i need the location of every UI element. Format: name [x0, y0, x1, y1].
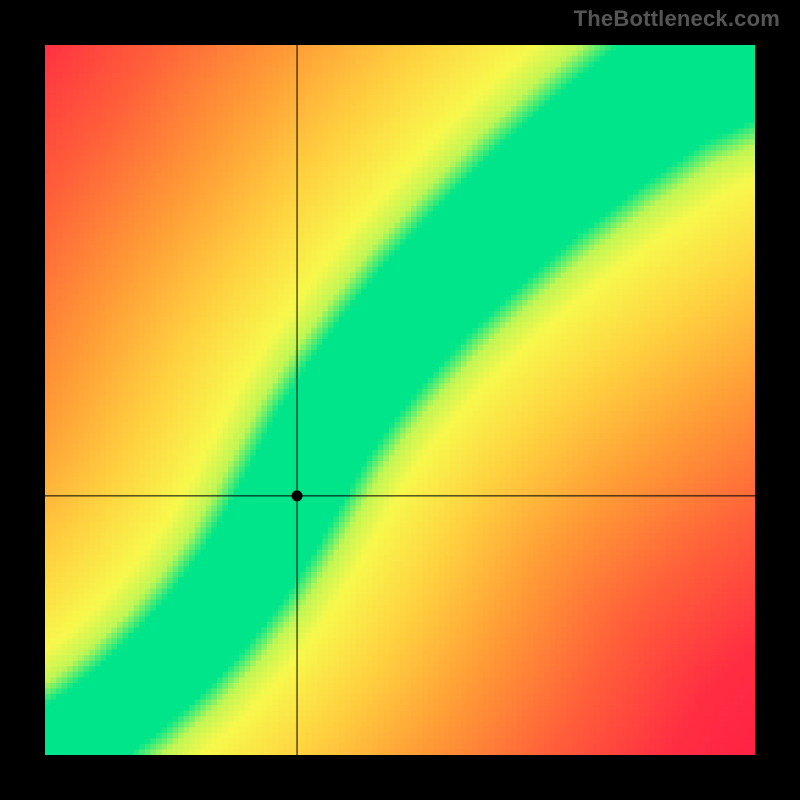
heatmap-svg: [45, 45, 755, 755]
plot-area: [45, 45, 755, 755]
heatmap-cells: [45, 45, 755, 755]
watermark-text: TheBottleneck.com: [574, 6, 780, 32]
crosshair-marker: [292, 490, 303, 501]
chart-container: TheBottleneck.com: [0, 0, 800, 800]
